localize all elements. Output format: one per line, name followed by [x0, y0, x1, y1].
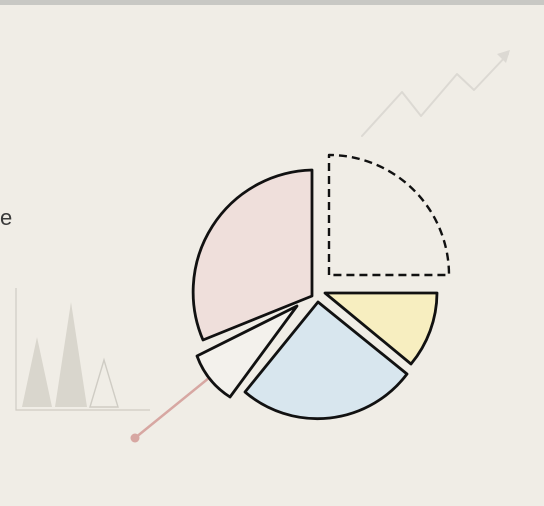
triangle-bar-chart-icon	[15, 288, 150, 411]
pie-slice-blue	[243, 300, 409, 421]
pie-slice-pink	[191, 168, 314, 342]
mini-chart-triangle	[55, 302, 87, 407]
mini-chart-triangle	[89, 357, 119, 408]
cropped-left-text: e	[0, 205, 13, 230]
top-border-strip	[0, 0, 544, 5]
mini-chart-triangle	[22, 337, 52, 407]
pie-slice-small-white	[195, 304, 299, 399]
pie-slice-yellow	[323, 291, 439, 366]
pie-slice-dashed-outline	[327, 153, 451, 277]
upward-trend-arrow-icon	[361, 50, 510, 137]
